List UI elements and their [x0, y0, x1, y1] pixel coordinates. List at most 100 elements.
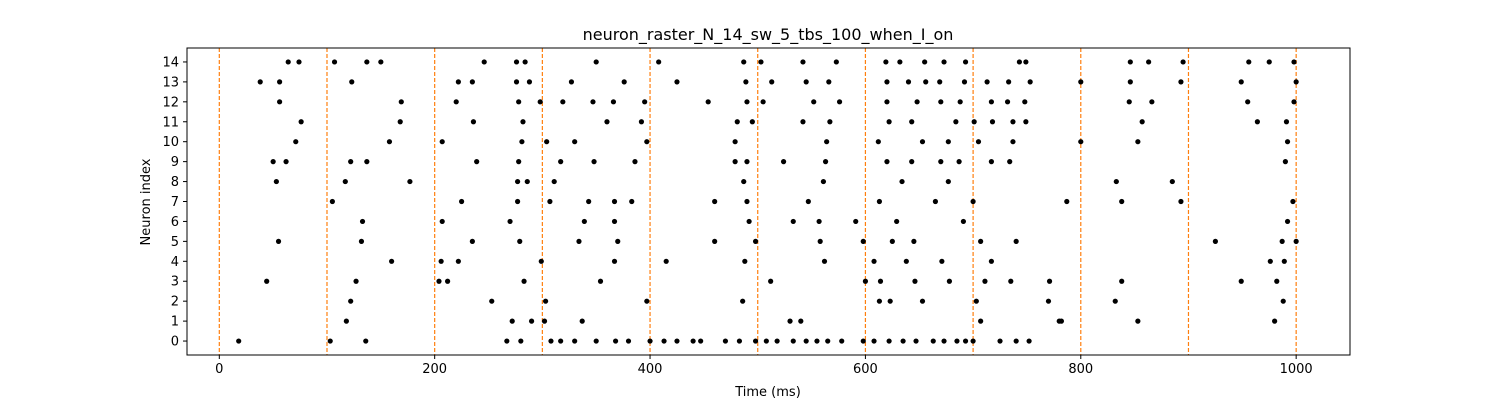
spike-point: [1119, 198, 1125, 205]
spike-point: [348, 159, 354, 165]
spike-point: [1238, 79, 1244, 85]
spike-point: [988, 258, 995, 264]
x-tick-label: 0: [215, 362, 223, 377]
spike-point: [1266, 59, 1272, 65]
spike-point: [876, 198, 883, 205]
spike-point: [803, 79, 809, 85]
spike-point: [548, 338, 554, 344]
spike-point: [470, 119, 477, 125]
spike-point: [970, 198, 976, 205]
spike-point: [871, 258, 877, 264]
spike-point: [824, 139, 830, 145]
spike-point: [1010, 119, 1016, 125]
spike-point: [389, 258, 395, 264]
spike-point: [690, 338, 696, 344]
spike-point: [769, 79, 775, 85]
spike-point: [277, 99, 283, 105]
spike-point: [1023, 119, 1029, 125]
spike-point: [741, 178, 747, 185]
chart-title: neuron_raster_N_14_sw_5_tbs_100_when_I_o…: [583, 25, 954, 45]
spike-points: [236, 59, 1299, 344]
spike-point: [930, 338, 936, 344]
spike-point: [277, 79, 283, 85]
spike-point: [798, 318, 804, 324]
x-axis-ticks: 0 200 400 600 800 1000: [215, 355, 1313, 377]
spike-point: [547, 198, 553, 205]
spike-point: [257, 79, 263, 85]
spike-point: [1013, 238, 1019, 244]
spike-point: [744, 99, 750, 105]
spike-point: [909, 159, 915, 165]
spike-point: [886, 119, 892, 125]
spike-point: [537, 99, 543, 105]
spike-point: [975, 139, 982, 145]
spike-point: [611, 258, 618, 264]
spike-point: [744, 159, 750, 165]
spike-point: [438, 258, 444, 264]
spike-point: [604, 119, 610, 125]
spike-point: [923, 79, 929, 85]
spike-point: [961, 79, 968, 85]
spike-point: [871, 338, 877, 344]
y-tick-label: 7: [171, 195, 179, 210]
marker-lines: [218, 48, 1297, 355]
spike-point: [1245, 99, 1251, 105]
spike-point: [1022, 99, 1028, 105]
spike-point: [517, 238, 523, 244]
spike-point: [1284, 218, 1291, 225]
spike-point: [298, 119, 304, 125]
spike-point: [722, 338, 729, 344]
spike-point: [674, 79, 680, 85]
spike-point: [853, 218, 859, 225]
spike-point: [876, 298, 883, 304]
spike-point: [988, 99, 995, 105]
spike-point: [458, 198, 465, 205]
spike-point: [883, 59, 889, 65]
spike-point: [1212, 238, 1218, 244]
spike-point: [436, 278, 442, 284]
spike-point: [742, 258, 748, 264]
spike-point: [752, 338, 759, 344]
spike-point: [439, 139, 445, 145]
spike-point: [1293, 238, 1299, 244]
spike-point: [489, 298, 495, 304]
spike-point: [1135, 139, 1141, 145]
spike-point: [763, 338, 769, 344]
spike-point: [348, 298, 354, 304]
spike-point: [453, 99, 459, 105]
spike-point: [663, 258, 669, 264]
spike-point: [839, 338, 845, 344]
spike-point: [504, 338, 510, 344]
spike-point: [516, 159, 522, 165]
spike-point: [514, 178, 521, 185]
spike-point: [814, 338, 820, 344]
spike-point: [875, 139, 881, 145]
y-axis-label: Neuron index: [139, 158, 154, 245]
spike-point: [705, 99, 711, 105]
spike-point: [900, 338, 906, 344]
spike-point: [978, 238, 984, 244]
spike-point: [359, 218, 366, 225]
spike-point: [644, 139, 650, 145]
x-tick-label: 200: [422, 362, 447, 377]
spike-point: [962, 59, 969, 65]
spike-point: [922, 59, 928, 65]
spike-point: [528, 318, 535, 324]
spike-point: [621, 79, 627, 85]
spike-point: [734, 119, 740, 125]
spike-point: [507, 218, 513, 225]
x-tick-label: 800: [1068, 362, 1093, 377]
spike-point: [586, 198, 592, 205]
spike-point: [590, 99, 596, 105]
spike-point: [329, 198, 335, 205]
spike-point: [886, 338, 892, 344]
spike-point: [632, 159, 638, 165]
spike-point: [293, 139, 299, 145]
spike-point: [522, 59, 528, 65]
spike-point: [899, 178, 905, 185]
spike-point: [1112, 298, 1118, 304]
spike-point: [740, 298, 746, 304]
spike-point: [960, 218, 967, 225]
spike-point: [749, 119, 755, 125]
